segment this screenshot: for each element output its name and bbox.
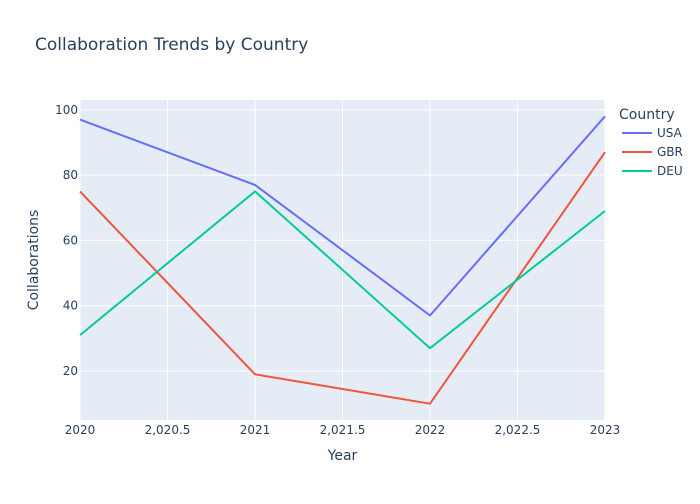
series-lines (79, 115, 606, 405)
x-tick-label: 2021 (240, 423, 271, 437)
y-axis-title: Collaborations (26, 210, 42, 311)
x-tick-label: 2022 (415, 423, 446, 437)
x-tick-label: 2,020.5 (145, 423, 191, 437)
legend-label: GBR (657, 145, 683, 159)
chart-title: Collaboration Trends by Country (35, 35, 308, 55)
legend-label: USA (657, 126, 683, 140)
y-tick-label: 40 (63, 299, 78, 313)
series-line-deu (79, 190, 606, 350)
legend-label: DEU (657, 164, 683, 178)
y-tick-label: 80 (63, 168, 78, 182)
x-axis-title: Year (327, 448, 358, 464)
gridlines (79, 100, 606, 420)
x-tick-label: 2,022.5 (495, 423, 541, 437)
x-tick-label: 2023 (590, 423, 621, 437)
y-tick-label: 100 (55, 103, 78, 117)
x-axis-ticks: 2020 2,020.5 2021 2,021.5 2022 2,022.5 2023 (65, 423, 621, 437)
y-tick-label: 20 (63, 364, 78, 378)
legend-title: Country (619, 107, 675, 123)
y-tick-label: 60 (63, 233, 78, 247)
x-tick-label: 2,021.5 (320, 423, 366, 437)
series-line-gbr (79, 151, 606, 405)
x-tick-label: 2020 (65, 423, 96, 437)
legend: Country USA GBR DEU (619, 107, 683, 178)
y-axis-ticks: 20 40 60 80 100 (55, 103, 78, 378)
series-line-usa (79, 115, 606, 317)
